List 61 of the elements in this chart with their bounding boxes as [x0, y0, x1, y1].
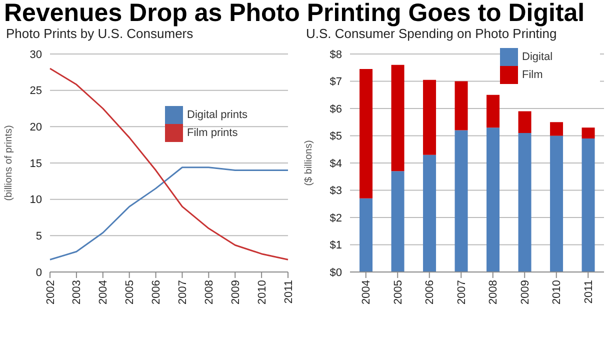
y-axis-title: (billions of prints): [4, 125, 15, 201]
y-tick-label: 30: [30, 48, 42, 61]
bar: [582, 128, 595, 138]
bar: [360, 198, 373, 272]
bar: [391, 64, 404, 172]
x-tick-label: 2010: [256, 280, 268, 304]
y-tick-label: 0: [36, 266, 42, 279]
x-tick-label: 2007: [177, 280, 190, 304]
chart-title: Revenues Drop as Photo Printing Goes to Digital: [3, 0, 586, 27]
line-series: [49, 166, 289, 260]
bar: [454, 130, 468, 272]
y-tick-label: 10: [30, 194, 42, 206]
x-tick-label: 2011: [282, 280, 295, 304]
chart-subtitle: U.S. Consumer Spending on Photo Printing: [305, 26, 557, 43]
y-tick-label: 20: [30, 122, 42, 134]
bar: [360, 68, 373, 198]
x-tick-label: 2006: [150, 280, 163, 304]
bar: [454, 81, 468, 130]
bar: [518, 133, 532, 272]
x-tick-label: 2006: [424, 280, 436, 304]
x-tick-label: 2004: [98, 280, 110, 304]
bar: [423, 154, 436, 272]
y-tick-label: 5: [36, 230, 42, 243]
chart-subtitle: Photo Prints by U.S. Consumers: [5, 26, 194, 43]
x-tick-label: 2010: [551, 280, 564, 304]
bar: [518, 111, 532, 134]
bar: [486, 128, 500, 272]
legend-label: Film: [522, 68, 543, 81]
x-tick-label: 2003: [71, 280, 84, 304]
y-tick-label: $2: [330, 212, 342, 224]
y-tick-label: $6: [330, 103, 342, 116]
bar: [550, 122, 564, 136]
y-tick-label: $7: [330, 76, 342, 88]
bar: [550, 136, 564, 272]
x-tick-label: 2008: [488, 280, 500, 304]
line-series: [49, 68, 289, 260]
legend-label: Film prints: [187, 126, 238, 139]
bar: [391, 171, 404, 272]
x-tick-label: 2004: [360, 280, 373, 304]
bar: [582, 138, 595, 272]
x-tick-label: 2011: [582, 280, 595, 304]
bar: [423, 80, 436, 155]
x-tick-label: 2007: [456, 280, 468, 304]
y-tick-label: $1: [330, 240, 342, 252]
y-axis-title: ($ billions): [304, 140, 315, 186]
x-tick-label: 2008: [203, 280, 216, 304]
legend-label: Digital: [522, 50, 553, 63]
legend-label: Digital prints: [187, 108, 248, 121]
y-tick-label: 25: [30, 85, 42, 98]
x-tick-label: 2005: [124, 280, 136, 304]
x-tick-label: 2002: [44, 280, 57, 304]
y-tick-label: $4: [330, 158, 342, 170]
y-tick-label: $0: [330, 266, 342, 279]
y-tick-label: $3: [330, 185, 342, 198]
bar: [486, 94, 500, 128]
x-tick-label: 2005: [392, 280, 404, 304]
y-tick-label: $8: [330, 48, 342, 61]
y-tick-label: $5: [330, 130, 342, 143]
x-tick-label: 2009: [519, 280, 532, 304]
x-tick-label: 2009: [230, 280, 242, 304]
y-tick-label: 15: [30, 158, 42, 170]
